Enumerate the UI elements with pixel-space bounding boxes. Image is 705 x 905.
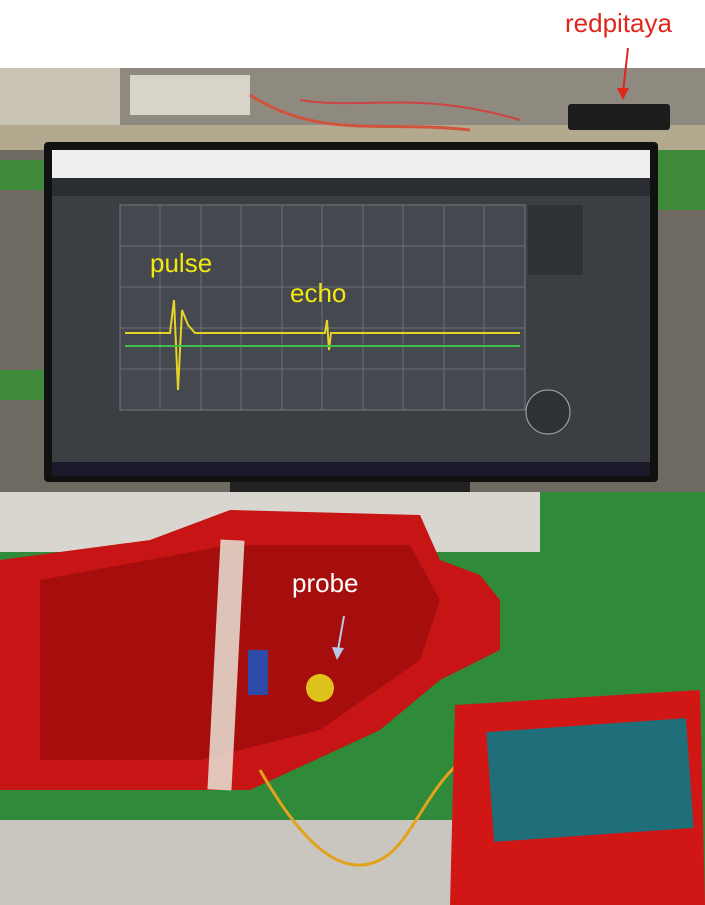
yellow-trace — [125, 299, 520, 391]
grid-lines — [120, 205, 525, 410]
cable — [299, 99, 521, 121]
probe-label: probe — [292, 568, 359, 598]
echo-label: echo — [290, 278, 346, 308]
cable — [249, 93, 471, 132]
green-panel — [655, 150, 705, 210]
probe-arrow — [337, 615, 345, 651]
table — [0, 820, 460, 905]
bottom-photo — [0, 492, 705, 905]
pulse-label: pulse — [150, 248, 212, 278]
taskbar — [52, 462, 650, 476]
device-label: redpitaya — [565, 8, 672, 38]
browser-bar — [52, 150, 650, 178]
top-photo — [0, 68, 705, 492]
green-panel — [0, 370, 50, 400]
control-wheel — [525, 389, 571, 435]
container-inside — [40, 545, 440, 760]
instrument — [130, 75, 250, 115]
probe-body — [306, 674, 334, 702]
arrow-head — [617, 88, 629, 100]
glass-rod — [207, 539, 245, 791]
redpitaya-device — [568, 104, 670, 130]
monitor-stand — [230, 482, 470, 492]
app-header — [52, 178, 650, 196]
device-arrow — [622, 47, 629, 93]
sensor — [248, 650, 268, 695]
wire — [258, 738, 501, 867]
green-panel — [0, 160, 48, 190]
arduino-board — [486, 718, 694, 842]
side-panel — [528, 205, 583, 275]
arrow-head — [332, 647, 344, 660]
instrument — [0, 68, 120, 128]
